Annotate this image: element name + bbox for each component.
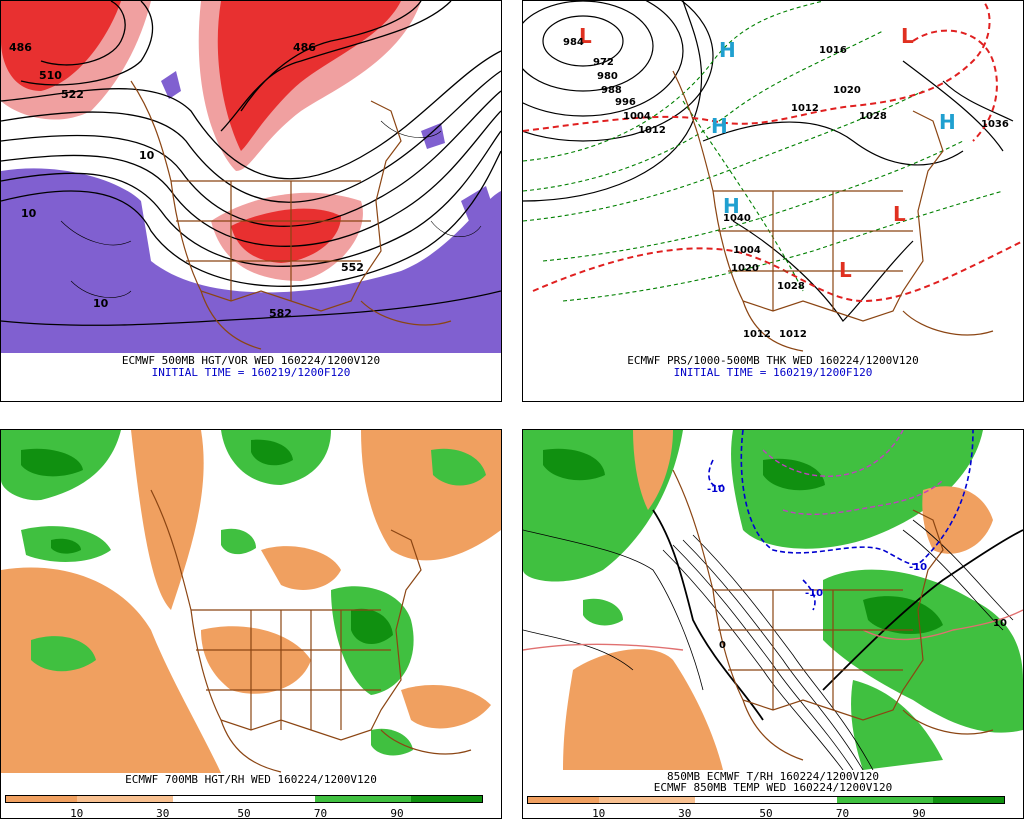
isotherm-plus10 xyxy=(523,609,1023,651)
high-center-2-icon: H xyxy=(711,114,728,138)
thickness-contours xyxy=(523,1,1004,302)
isotherm-label-3: -10 xyxy=(909,562,927,573)
map-outline xyxy=(150,489,472,773)
caption2-850mb: ECMWF 850MB TEMP WED 160224/1200V120 xyxy=(653,781,893,794)
isobar-label-17: 1004 xyxy=(733,245,761,256)
vort-max-central xyxy=(231,208,341,263)
isobar-label-3: 980 xyxy=(597,71,618,82)
colorbar-850mb xyxy=(527,796,1005,804)
isobar-label-13: 1020 xyxy=(731,263,759,274)
isotherm-minus20 xyxy=(762,430,944,515)
colorbar-ticks-850mb: 10 30 50 70 90 xyxy=(527,807,1005,820)
caption-850mb: 850MB ECMWF T/RH 160224/1200V120 xyxy=(667,770,879,783)
isobar-label-2: 972 xyxy=(593,57,614,68)
isotherm-minus10 xyxy=(708,430,974,611)
tick-50: 50 xyxy=(759,807,773,820)
isobar-label-7: 1012 xyxy=(638,125,666,136)
isobar-label-4: 988 xyxy=(601,85,622,96)
isotherm-label-5: 10 xyxy=(993,618,1007,629)
tick-70: 70 xyxy=(313,807,328,820)
isobar-label-12: 1040 xyxy=(723,213,751,224)
caption-500mb: ECMWF 500MB HGT/VOR WED 160224/1200V120 xyxy=(121,354,381,367)
tick-50: 50 xyxy=(237,807,251,820)
rh-dry-areas xyxy=(563,430,993,770)
vorticity-contours xyxy=(60,120,482,298)
label-height-1: 486 xyxy=(9,41,32,54)
isobar-label-16: 1012 xyxy=(779,329,807,340)
low-center-4-icon: L xyxy=(839,258,852,282)
low-center-2-icon: L xyxy=(901,24,914,48)
isobar-label-18: 1016 xyxy=(819,45,847,56)
isotherm-label-1: -10 xyxy=(707,484,725,495)
init-time-prs-thk: INITIAL TIME = 160219/1200F120 xyxy=(673,366,873,379)
init-time-500mb: INITIAL TIME = 160219/1200F120 xyxy=(151,366,351,379)
low-center-1-icon: L xyxy=(579,24,592,48)
isobar-label-8: 1020 xyxy=(833,85,861,96)
tick-10: 10 xyxy=(70,807,84,820)
high-center-1-icon: H xyxy=(719,38,736,62)
high-center-4-icon: H xyxy=(939,110,956,134)
isotherm-zero xyxy=(652,509,1023,721)
isotherms xyxy=(523,519,1014,770)
vort-negative-area xyxy=(1,168,501,353)
isobar-label-1: 984 xyxy=(563,37,584,48)
tick-30: 30 xyxy=(678,807,692,820)
rh-saturated-areas xyxy=(21,439,393,645)
isobar-label-5: 996 xyxy=(615,97,636,108)
vort-max-west xyxy=(1,1,121,91)
caption-prs-thk: ECMWF PRS/1000-500MB THK WED 160224/1200… xyxy=(627,354,919,367)
tick-90: 90 xyxy=(912,807,926,820)
map-850mb: -10 -10 -10 0 10 xyxy=(523,430,1023,770)
high-center-3-icon: H xyxy=(723,194,740,218)
isobar-label-11: 1012 xyxy=(791,103,819,114)
label-height-2: 510 xyxy=(39,69,62,82)
rh-saturated-areas xyxy=(543,448,943,635)
isobar-label-15: 1012 xyxy=(743,329,771,340)
panel-prs-thk: L L L L H H H H 984 972 980 988 996 1004… xyxy=(522,0,1024,402)
label-vort-3: 10 xyxy=(93,297,109,310)
isobar-label-6: 1004 xyxy=(623,111,651,122)
panel-700mb-hgt-rh: ECMWF 700MB HGT/RH WED 160224/1200V120 1… xyxy=(0,429,502,820)
isobar-label-9: 1028 xyxy=(859,111,887,122)
isotherm-label-4: 0 xyxy=(719,640,726,651)
label-height-6: 582 xyxy=(269,307,292,320)
isotherm-label-2: -10 xyxy=(805,588,823,599)
panel-500mb-hgt-vor: 486 510 522 10 10 10 486 552 582 ECMWF 5… xyxy=(0,0,502,402)
height-contours xyxy=(1,1,501,326)
label-height-4: 486 xyxy=(293,41,316,54)
tick-70: 70 xyxy=(835,807,850,820)
isobar-label-14: 1028 xyxy=(777,281,805,292)
rh-dry-areas xyxy=(1,430,501,773)
map-prs-thk: L L L L H H H H 984 972 980 988 996 1004… xyxy=(523,1,1023,353)
map-outline xyxy=(130,80,452,350)
map-500mb: 486 510 522 10 10 10 486 552 582 xyxy=(1,1,501,353)
thickness-540-line xyxy=(523,1,1023,303)
map-700mb xyxy=(1,430,501,773)
label-height-3: 522 xyxy=(61,88,84,101)
label-vort-2: 10 xyxy=(21,207,37,220)
label-height-5: 552 xyxy=(341,261,364,274)
pressure-centers: L L L L H H H H xyxy=(579,24,956,282)
colorbar-ticks-700mb: 10 30 50 70 90 xyxy=(5,807,483,820)
map-outline xyxy=(672,469,994,761)
isobar-label-10: 1036 xyxy=(981,119,1009,130)
vort-max-north xyxy=(217,1,401,151)
colorbar-700mb xyxy=(5,795,483,803)
tick-30: 30 xyxy=(156,807,170,820)
tick-90: 90 xyxy=(390,807,404,820)
caption-700mb: ECMWF 700MB HGT/RH WED 160224/1200V120 xyxy=(125,773,377,786)
low-center-3-icon: L xyxy=(893,202,906,226)
panel-850mb-t-rh: -10 -10 -10 0 10 850MB ECMWF T/RH 160224… xyxy=(522,429,1024,820)
map-outline xyxy=(672,70,994,352)
label-vort-1: 10 xyxy=(139,149,155,162)
tick-10: 10 xyxy=(592,807,606,820)
